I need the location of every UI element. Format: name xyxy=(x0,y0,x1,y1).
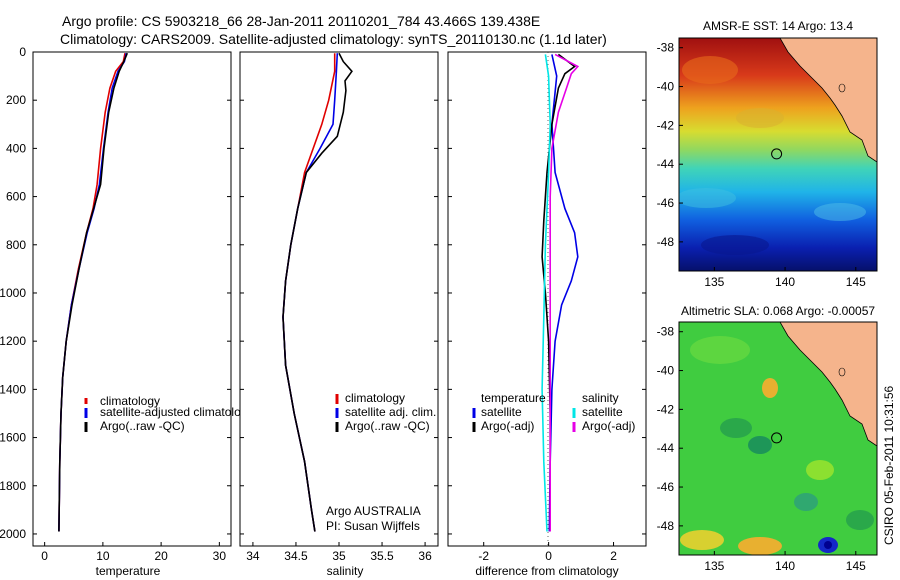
sst-land-mass xyxy=(779,38,877,163)
legend-label: satellite-adjusted climatology xyxy=(100,405,253,419)
difference-axis-label: difference from climatology xyxy=(475,564,618,578)
legend-label: satellite xyxy=(481,405,522,419)
x-tick-label: 0 xyxy=(545,549,552,563)
salinity-legend: climatology satellite adj. clim. Argo(..… xyxy=(335,391,436,433)
x-tick-label: 34 xyxy=(246,549,260,563)
x-tick-label: 35 xyxy=(332,549,346,563)
y-tick-label: 1600 xyxy=(0,431,26,445)
y-tick-label: 200 xyxy=(6,93,26,107)
series-line-argo_adj_salinity xyxy=(549,53,580,532)
sst-map-panel: AMSR-E SST: 14 Argo: 13.4 135 140 145 -38 -4… xyxy=(657,19,878,289)
map-y-tick-label: -38 xyxy=(657,325,675,339)
map-x-tick-label: 145 xyxy=(846,559,866,573)
y-tick-label: 1800 xyxy=(0,479,26,493)
temperature-panel: 0 10 20 30 0 200 400 600 800 1000 1200 1400 1600 1800… xyxy=(0,45,253,578)
map-y-tick-label: -40 xyxy=(657,80,675,94)
salinity-axes-frame xyxy=(239,51,439,547)
series-line-sat_salinity xyxy=(541,54,552,532)
sst-argo-location-marker xyxy=(771,148,783,160)
difference-legend: temperature satellite Argo(-adj) salinit… xyxy=(472,391,635,433)
difference-axes-frame xyxy=(447,51,647,547)
argo-program-annotation: Argo AUSTRALIA xyxy=(326,504,421,518)
map-y-tick-label: -48 xyxy=(657,235,675,249)
map-y-tick-label: -44 xyxy=(657,441,675,455)
legend-heading-salinity: salinity xyxy=(582,391,619,405)
map-y-tick-label: -40 xyxy=(657,364,675,378)
sst-map-title: AMSR-E SST: 14 Argo: 13.4 xyxy=(703,19,853,33)
map-x-tick-label: 140 xyxy=(775,559,795,573)
y-tick-label: 1400 xyxy=(0,382,26,396)
legend-label: Argo(..raw -QC) xyxy=(345,419,430,433)
legend-label: climatology xyxy=(345,391,405,405)
x-tick-label: -2 xyxy=(478,549,489,563)
sla-land-mass xyxy=(779,322,877,447)
map-y-tick-label: -44 xyxy=(657,157,675,171)
x-tick-label: 2 xyxy=(610,549,617,563)
y-tick-label: 600 xyxy=(6,190,26,204)
map-y-tick-label: -46 xyxy=(657,196,675,210)
x-tick-label: 20 xyxy=(154,549,168,563)
legend-heading-temperature: temperature xyxy=(481,391,546,405)
difference-panel: -2 0 2 difference from climatology tempera… xyxy=(447,51,647,578)
sla-map-panel: Altimetric SLA: 0.068 Argo: -0.00057 135… xyxy=(657,304,878,573)
sla-map-frame xyxy=(678,321,878,556)
y-tick-label: 400 xyxy=(6,141,26,155)
sst-island xyxy=(838,83,846,93)
legend-label: Argo(-adj) xyxy=(481,419,534,433)
x-tick-label: 36 xyxy=(418,549,432,563)
legend-label: satellite adj. clim. xyxy=(345,405,436,419)
legend-label: Argo(..raw -QC) xyxy=(100,419,185,433)
sla-map-title: Altimetric SLA: 0.068 Argo: -0.00057 xyxy=(681,304,875,318)
sst-map-frame xyxy=(678,37,878,272)
x-tick-label: 35.5 xyxy=(370,549,394,563)
map-y-tick-label: -42 xyxy=(657,402,675,416)
map-y-tick-label: -48 xyxy=(657,519,675,533)
temperature-axis-label: temperature xyxy=(96,564,161,578)
series-line-argo xyxy=(58,52,129,532)
y-tick-label: 800 xyxy=(6,238,26,252)
x-tick-label: 0 xyxy=(41,549,48,563)
salinity-axis-label: salinity xyxy=(327,564,364,578)
y-tick-label: 0 xyxy=(19,45,26,59)
y-tick-label: 1200 xyxy=(0,334,26,348)
x-tick-label: 34.5 xyxy=(284,549,308,563)
map-x-tick-label: 135 xyxy=(704,559,724,573)
temperature-axes-frame xyxy=(32,51,232,547)
y-tick-label: 1000 xyxy=(0,286,26,300)
x-tick-label: 10 xyxy=(96,549,110,563)
temperature-legend: climatology satellite-adjusted climatolo… xyxy=(84,394,253,433)
figure-title-line1: Argo profile: CS 5903218_66 28-Jan-2011 … xyxy=(62,13,540,29)
series-line-argo xyxy=(282,52,353,532)
legend-label: satellite xyxy=(582,405,623,419)
pi-annotation: PI: Susan Wijffels xyxy=(326,519,420,533)
y-tick-label: 2000 xyxy=(0,527,26,541)
legend-label: Argo(-adj) xyxy=(582,419,635,433)
footer-timestamp: CSIRO 05-Feb-2011 10:31:56 xyxy=(882,385,896,545)
figure-title-line2: Climatology: CARS2009. Satellite-adjuste… xyxy=(60,31,607,47)
salinity-panel: 34 34.5 35 35.5 36 salinity climatology sate… xyxy=(239,51,439,578)
map-y-tick-label: -42 xyxy=(657,118,675,132)
series-line-argo xyxy=(541,53,576,532)
sla-island xyxy=(838,367,846,377)
map-y-tick-label: -38 xyxy=(657,41,675,55)
map-x-tick-label: 145 xyxy=(846,275,866,289)
sla-argo-location-marker xyxy=(771,432,783,444)
map-y-tick-label: -46 xyxy=(657,480,675,494)
map-x-tick-label: 135 xyxy=(704,275,724,289)
map-x-tick-label: 140 xyxy=(775,275,795,289)
legend-label: climatology xyxy=(100,394,160,408)
x-tick-label: 30 xyxy=(213,549,227,563)
